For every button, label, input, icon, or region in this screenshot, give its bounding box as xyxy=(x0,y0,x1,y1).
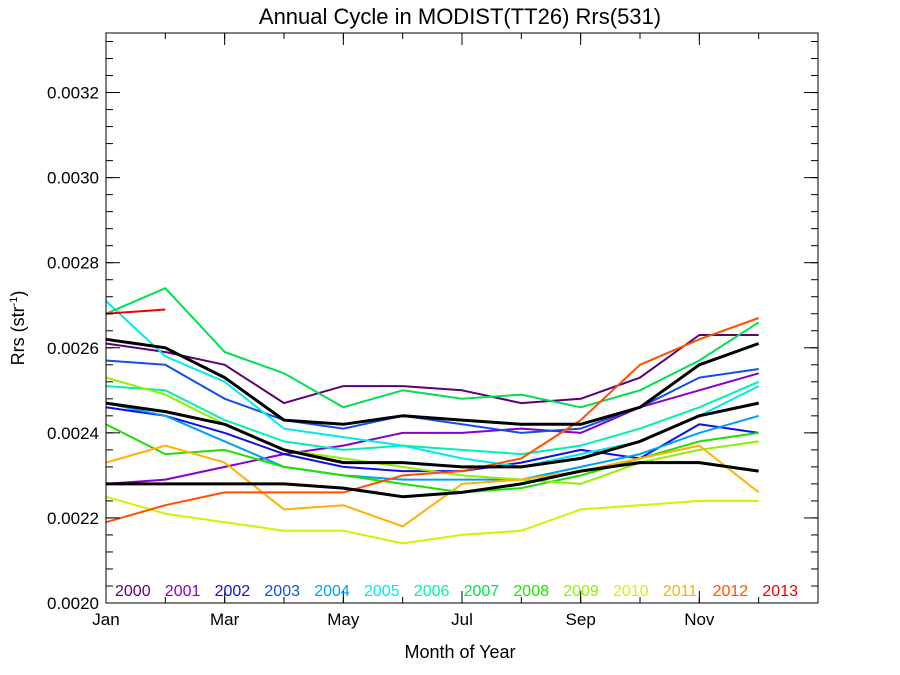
y-axis-label-tail: ) xyxy=(8,291,28,297)
legend-item-2004: 2004 xyxy=(314,583,350,600)
legend-item-2013: 2013 xyxy=(762,583,798,600)
legend-item-2000: 2000 xyxy=(115,583,151,600)
series-line-2005 xyxy=(105,300,760,468)
series-line-2001 xyxy=(105,372,759,485)
series-line-2000 xyxy=(105,334,759,405)
x-axis-label: Month of Year xyxy=(404,642,515,662)
y-tick-label: 0.0020 xyxy=(47,594,99,613)
legend-item-2007: 2007 xyxy=(464,583,500,600)
axis-ticks xyxy=(105,33,819,604)
legend: 2000 2001 2002 2003 2004 2005 2006 2007 2008 2009… xyxy=(115,583,798,600)
mean-line xyxy=(105,337,760,426)
legend-item-2012: 2012 xyxy=(713,583,749,600)
x-tick-label: Nov xyxy=(684,610,715,629)
series-line-2013 xyxy=(105,308,166,315)
legend-item-2002: 2002 xyxy=(215,583,251,600)
y-tick-label: 0.0032 xyxy=(47,84,99,103)
series-line-2004 xyxy=(105,402,759,481)
y-tick-label: 0.0026 xyxy=(47,339,99,358)
legend-item-2008: 2008 xyxy=(513,583,549,600)
series-line-2011 xyxy=(105,444,760,528)
x-tick-label: Sep xyxy=(566,610,596,629)
series-line-2012 xyxy=(105,317,760,524)
x-tick-label: Mar xyxy=(210,610,240,629)
tick-labels: Jan Mar May Jul Sep Nov 0.0020 0.0022 0.0024 0.00… xyxy=(47,84,715,629)
series-line-2007 xyxy=(105,287,760,409)
series-lines xyxy=(105,287,760,545)
y-tick-label: 0.0030 xyxy=(47,169,99,188)
plot-frame xyxy=(105,32,819,604)
mean-line xyxy=(105,401,760,469)
y-tick-label: 0.0028 xyxy=(47,254,99,273)
y-axis-label-main: Rrs (str xyxy=(8,306,28,365)
legend-item-2005: 2005 xyxy=(364,583,400,600)
series-line-2010 xyxy=(105,495,759,545)
series-line-2009 xyxy=(105,376,759,485)
legend-item-2006: 2006 xyxy=(414,583,450,600)
x-tick-label: Jul xyxy=(451,610,473,629)
x-tick-label: May xyxy=(327,610,360,629)
y-tick-label: 0.0024 xyxy=(47,424,99,443)
y-tick-label: 0.0022 xyxy=(47,509,99,528)
legend-item-2010: 2010 xyxy=(613,583,649,600)
legend-item-2011: 2011 xyxy=(663,583,698,600)
legend-item-2001: 2001 xyxy=(165,583,201,600)
chart-title: Annual Cycle in MODIST(TT26) Rrs(531) xyxy=(259,4,661,29)
y-axis-label-sup: -1 xyxy=(8,297,20,307)
series-line-2006 xyxy=(105,380,760,456)
x-tick-label: Jan xyxy=(92,610,119,629)
legend-item-2003: 2003 xyxy=(264,583,300,600)
series-line-2003 xyxy=(105,359,759,434)
mean-line xyxy=(106,461,759,499)
y-axis-label: Rrs (str-1) xyxy=(8,291,28,366)
legend-item-2009: 2009 xyxy=(563,583,599,600)
